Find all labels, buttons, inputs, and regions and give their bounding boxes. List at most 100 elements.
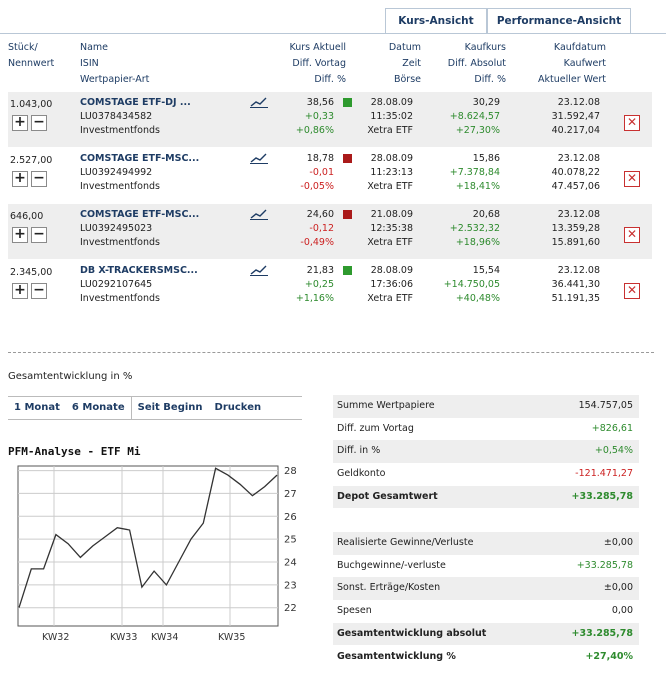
plus-icon[interactable]: +	[12, 115, 28, 131]
x-tick-label: KW33	[110, 632, 137, 643]
plus-icon[interactable]: +	[12, 227, 28, 243]
plot-area	[17, 465, 279, 627]
security-type: Investmentfonds	[80, 237, 160, 248]
header-label: Diff. %	[474, 74, 506, 85]
security-type: Investmentfonds	[80, 125, 160, 136]
header-price: Kurs Aktuell Diff. Vortag Diff. %	[289, 40, 346, 88]
header-label: Kurs Aktuell	[289, 42, 346, 53]
summary-value: +33.285,78	[571, 490, 633, 502]
security-name-link[interactable]: DB X-TRACKERSMSC...	[80, 265, 198, 276]
isin: LU0292107645	[80, 279, 153, 290]
summary-row: Sonst. Erträge/Kosten ±0,00	[333, 577, 639, 600]
header-label: Diff. Absolut	[447, 58, 506, 69]
summary-label: Gesamtentwicklung absolut	[337, 627, 487, 639]
minus-icon[interactable]: −	[31, 283, 47, 299]
summary-label: Diff. zum Vortag	[337, 422, 414, 434]
buy-price: 15,86	[472, 153, 500, 164]
header-label: Diff. %	[314, 74, 346, 85]
trend-down-icon	[343, 210, 352, 219]
summary-row: Spesen 0,00	[333, 600, 639, 623]
chart-icon[interactable]	[250, 152, 268, 164]
quote-time: 11:35:02	[370, 111, 413, 122]
exchange: Xetra ETF	[367, 293, 413, 304]
diff-percent: -0,49%	[300, 237, 334, 248]
performance-chart: 22 23 24 25 26 27 28 KW32 KW33 KW34 KW35	[17, 465, 297, 643]
diff-previous-day: +0,25	[304, 279, 334, 290]
remove-icon[interactable]: ✕	[624, 283, 640, 299]
summary-row: Gesamtentwicklung % +27,40%	[333, 646, 639, 669]
current-price: 38,56	[306, 97, 334, 108]
quote-time: 17:36:06	[370, 279, 413, 290]
summary-label: Depot Gesamtwert	[337, 490, 438, 502]
table-row: 2.345,00 + − DB X-TRACKERSMSC... LU02921…	[8, 260, 652, 315]
buy-value: 13.359,28	[551, 223, 600, 234]
current-value: 51.191,35	[551, 293, 600, 304]
summary-value: +826,61	[591, 422, 633, 434]
exchange: Xetra ETF	[367, 125, 413, 136]
security-type: Investmentfonds	[80, 181, 160, 192]
period-nav: 1 Monat 6 Monate Seit Beginn Drucken	[8, 396, 302, 420]
header-label: Zeit	[402, 58, 421, 69]
header-date: Datum Zeit Börse	[389, 40, 421, 88]
summary-row: Gesamtentwicklung absolut +33.285,78	[333, 622, 639, 646]
chart-icon[interactable]	[250, 208, 268, 220]
current-price: 24,60	[306, 209, 334, 220]
diff-percent: +1,16%	[295, 293, 334, 304]
remove-icon[interactable]: ✕	[624, 171, 640, 187]
exchange: Xetra ETF	[367, 237, 413, 248]
diff-previous-day: +0,33	[304, 111, 334, 122]
header-label: Datum	[388, 42, 421, 53]
abs-diff-percent: +18,96%	[455, 237, 500, 248]
chart-icon[interactable]	[250, 264, 268, 276]
buy-price: 15,54	[472, 265, 500, 276]
nav-separator	[130, 397, 132, 419]
plus-icon[interactable]: +	[12, 171, 28, 187]
header-buydate: Kaufdatum Kaufwert Aktueller Wert	[538, 40, 606, 88]
tab-divider	[0, 33, 666, 34]
security-name-link[interactable]: COMSTAGE ETF-DJ ...	[80, 97, 191, 108]
security-name-link[interactable]: COMSTAGE ETF-MSC...	[80, 153, 200, 164]
nav-seit-beginn[interactable]: Seit Beginn	[137, 402, 203, 413]
summary-label: Spesen	[337, 605, 372, 617]
quote-date: 28.08.09	[370, 265, 413, 276]
abs-diff: +14.750,05	[443, 279, 500, 290]
summary-value: ±0,00	[603, 582, 633, 594]
summary-value: +33.285,78	[576, 559, 633, 571]
x-tick-label: KW34	[151, 632, 178, 643]
series-line	[18, 467, 278, 608]
nav-drucken[interactable]: Drucken	[214, 402, 262, 413]
plus-icon[interactable]: +	[12, 283, 28, 299]
remove-icon[interactable]: ✕	[624, 115, 640, 131]
abs-diff-percent: +40,48%	[455, 293, 500, 304]
header-label: Aktueller Wert	[538, 74, 606, 85]
header-label: Börse	[393, 74, 421, 85]
remove-icon[interactable]: ✕	[624, 227, 640, 243]
minus-icon[interactable]: −	[31, 227, 47, 243]
y-tick-label: 28	[284, 466, 297, 477]
minus-icon[interactable]: −	[31, 171, 47, 187]
security-name-link[interactable]: COMSTAGE ETF-MSC...	[80, 209, 200, 220]
security-type: Investmentfonds	[80, 293, 160, 304]
header-label: Kaufkurs	[464, 42, 506, 53]
header-label: Stück/	[8, 42, 38, 53]
quantity: 1.043,00	[10, 99, 53, 110]
buy-value: 40.078,22	[551, 167, 600, 178]
quote-date: 28.08.09	[370, 153, 413, 164]
x-tick-label: KW32	[42, 632, 69, 643]
summary-label: Gesamtentwicklung %	[337, 650, 456, 662]
chart-icon[interactable]	[250, 96, 268, 108]
y-tick-label: 27	[284, 489, 297, 500]
chart-title: PFM-Analyse - ETF Mi	[8, 445, 141, 458]
tab-performance-ansicht[interactable]: Performance-Ansicht	[487, 8, 631, 34]
buy-price: 30,29	[472, 97, 500, 108]
isin: LU0392495023	[80, 223, 153, 234]
summary-row: Diff. in % +0,54%	[333, 440, 639, 463]
diff-percent: -0,05%	[300, 181, 334, 192]
y-tick-label: 22	[284, 603, 297, 614]
nav-1-monat[interactable]: 1 Monat	[14, 402, 60, 413]
nav-6-monate[interactable]: 6 Monate	[71, 402, 125, 413]
buy-price: 20,68	[472, 209, 500, 220]
current-price: 18,78	[306, 153, 334, 164]
minus-icon[interactable]: −	[31, 115, 47, 131]
tab-kurs-ansicht[interactable]: Kurs-Ansicht	[385, 8, 487, 34]
